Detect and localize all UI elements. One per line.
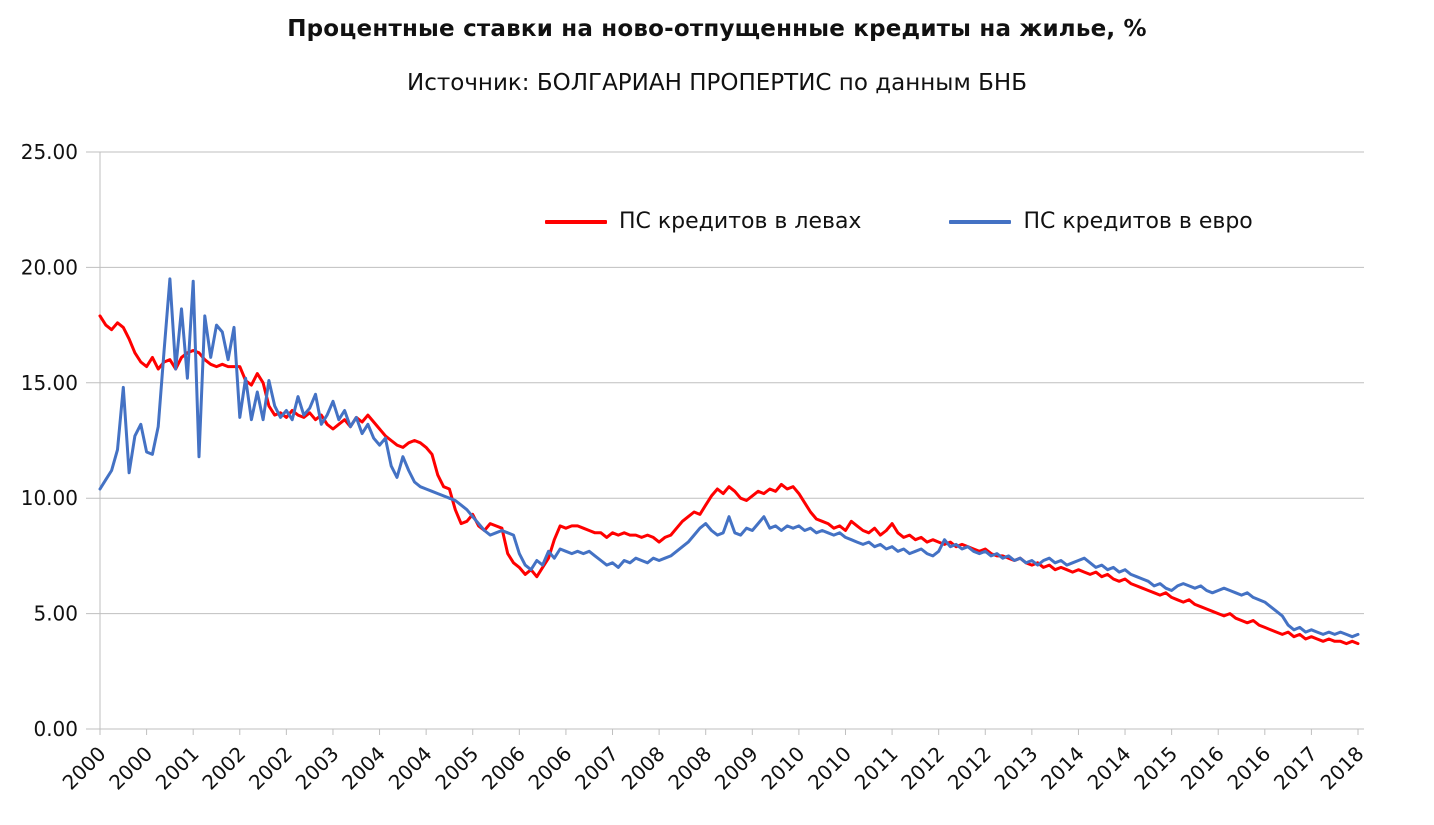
x-axis-tick-label: 2006	[523, 742, 576, 795]
legend-item-euro: ПС кредитов в евро	[949, 209, 1253, 234]
y-axis-tick-label: 15.00	[21, 371, 78, 395]
x-axis-tick-label: 2018	[1316, 742, 1369, 795]
x-axis-tick-label: 2004	[384, 742, 437, 795]
x-axis-tick-label: 2002	[244, 742, 297, 795]
series-line-euro	[98, 277, 1360, 639]
x-axis-tick-label: 2011	[850, 742, 903, 795]
legend-item-leva: ПС кредитов в левах	[545, 209, 861, 234]
legend-label-leva: ПС кредитов в левах	[619, 209, 862, 234]
legend-label-euro: ПС кредитов в евро	[1023, 209, 1253, 234]
x-axis-tick-label: 2014	[1083, 742, 1136, 795]
legend: ПС кредитов в левах ПС кредитов в евро	[545, 209, 1253, 234]
euro-line-swatch	[949, 219, 1012, 224]
x-axis-tick-label: 2012	[943, 742, 996, 795]
x-axis-tick-label: 2000	[104, 742, 157, 795]
leva-line-swatch	[545, 219, 607, 224]
y-axis-tick-label: 25.00	[21, 140, 78, 164]
chart-title: Процентные ставки на ново-отпущенные кре…	[287, 16, 1147, 42]
y-axis-tick-label: 5.00	[33, 602, 78, 626]
x-axis-tick-label: 2010	[803, 742, 856, 795]
x-axis-tick-label: 2007	[570, 742, 623, 795]
x-axis-tick-label: 2001	[151, 742, 204, 795]
x-axis-tick-label: 2014	[1036, 742, 1089, 795]
x-axis-tick-label: 2008	[617, 742, 670, 795]
x-axis-tick-label: 2012	[896, 742, 949, 795]
y-axis-tick-label: 0.00	[33, 717, 78, 741]
y-axis-tick-label: 10.00	[21, 486, 78, 510]
x-axis-tick-label: 2000	[58, 742, 111, 795]
y-axis-tick-label: 20.00	[21, 255, 78, 279]
chart-subtitle: Источник: БОЛГАРИАН ПРОПЕРТИС по данным …	[407, 70, 1027, 96]
x-axis-tick-label: 2005	[430, 742, 483, 795]
x-axis-tick-label: 2003	[291, 742, 344, 795]
x-axis-tick-label: 2015	[1129, 742, 1182, 795]
x-axis-tick-label: 2006	[477, 742, 530, 795]
x-axis-tick-label: 2013	[989, 742, 1042, 795]
x-axis-tick-label: 2009	[710, 742, 763, 795]
x-axis-tick-label: 2004	[337, 742, 390, 795]
x-axis-tick-label: 2008	[663, 742, 716, 795]
x-axis-tick-label: 2017	[1269, 742, 1322, 795]
series-line-leva	[98, 314, 1360, 646]
x-axis-tick-label: 2002	[197, 742, 250, 795]
x-axis-tick-label: 2010	[756, 742, 809, 795]
x-axis-tick-label: 2016	[1222, 742, 1275, 795]
x-axis-tick-label: 2016	[1176, 742, 1229, 795]
